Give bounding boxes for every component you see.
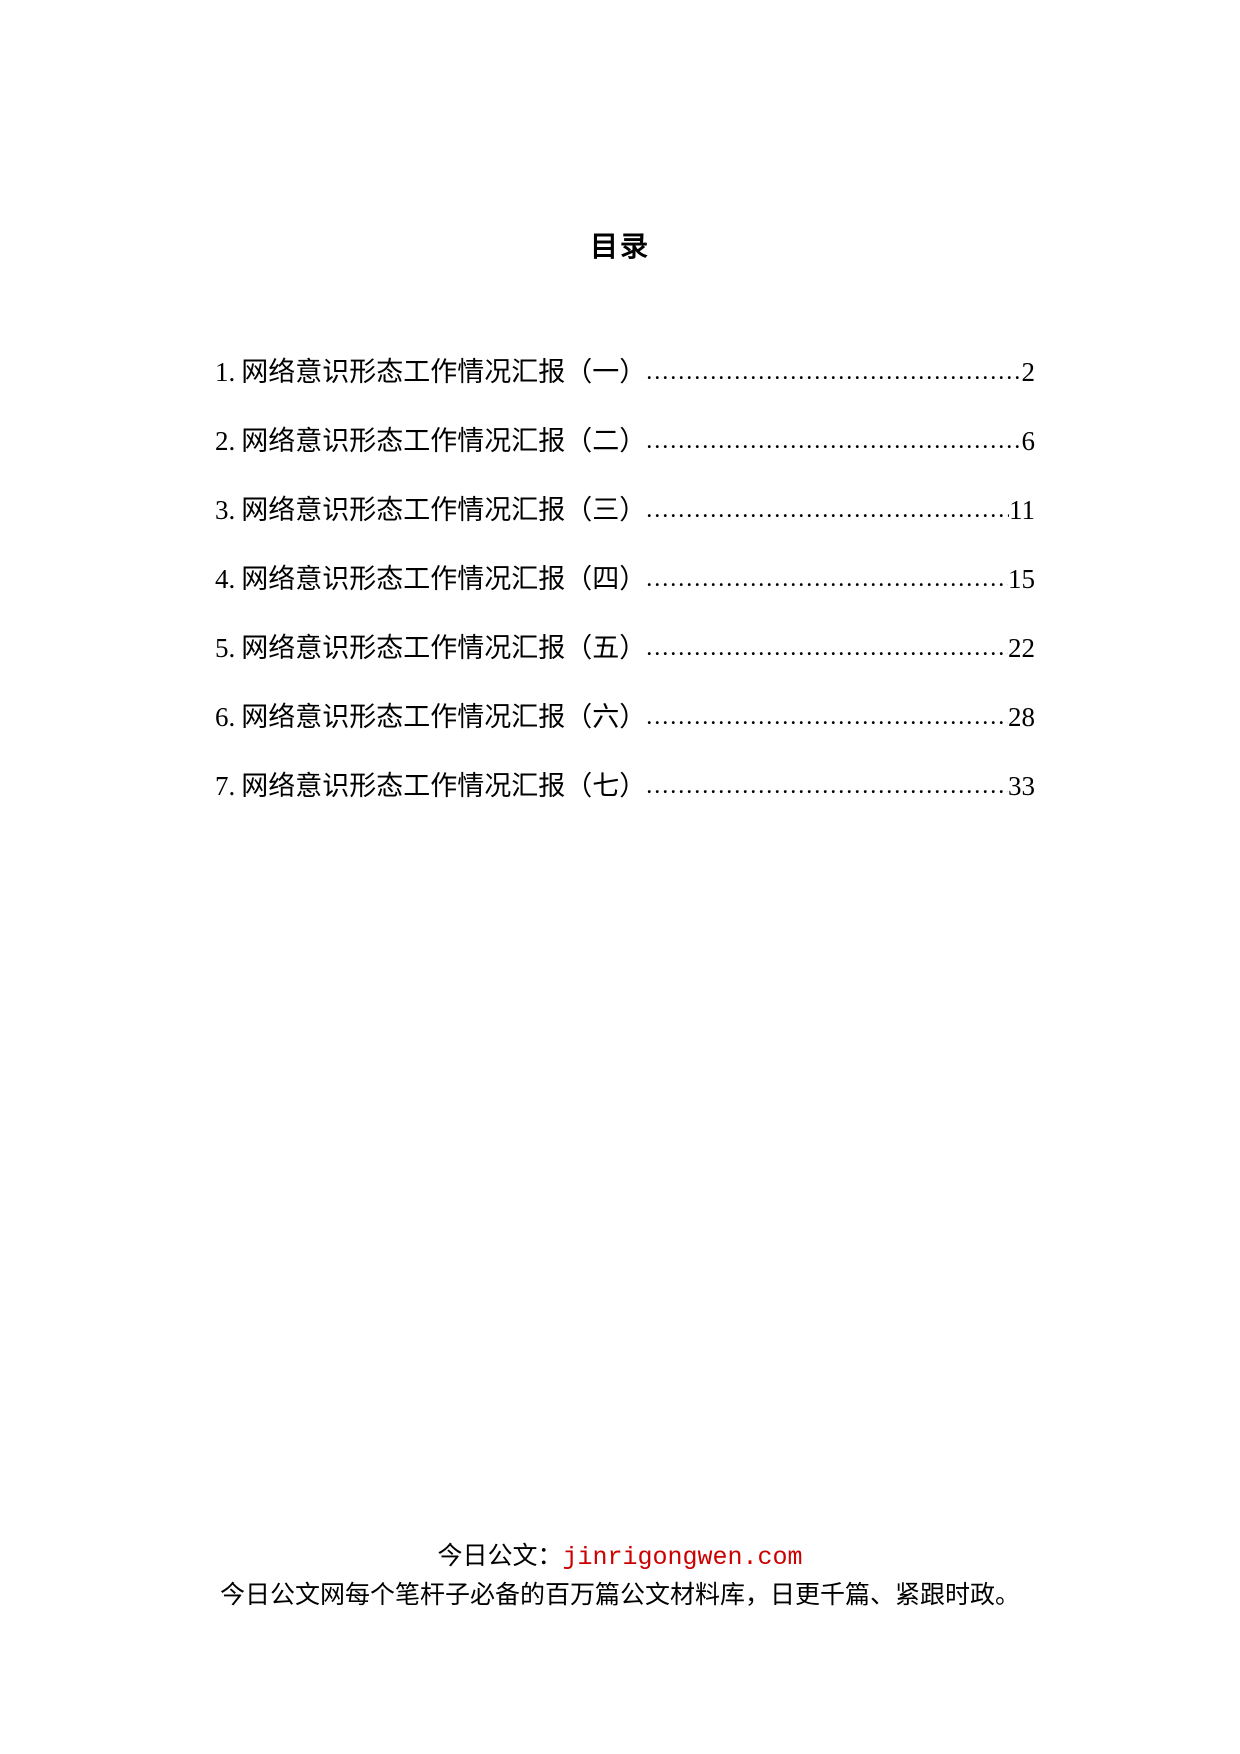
toc-label: 网络意识形态工作情况汇报（一）: [241, 350, 646, 389]
toc-label: 网络意识形态工作情况汇报（三）: [241, 488, 646, 527]
toc-dots: [646, 635, 1008, 662]
toc-page: 6: [1022, 426, 1036, 457]
toc-dots: [646, 497, 1009, 524]
toc-entry: 3. 网络意识形态工作情况汇报（三） 11: [215, 488, 1035, 527]
toc-number: 1.: [215, 357, 235, 388]
toc-entry: 1. 网络意识形态工作情况汇报（一） 2: [215, 350, 1035, 389]
footer-line-1: 今日公文：jinrigongwen.com: [0, 1538, 1240, 1577]
toc-entry: 4. 网络意识形态工作情况汇报（四） 15: [215, 557, 1035, 596]
toc-dots: [646, 566, 1008, 593]
footer-link: jinrigongwen.com: [562, 1543, 802, 1572]
toc-number: 6.: [215, 702, 235, 733]
toc-dots: [646, 773, 1008, 800]
toc-number: 4.: [215, 564, 235, 595]
toc-label: 网络意识形态工作情况汇报（四）: [241, 557, 646, 596]
toc-label: 网络意识形态工作情况汇报（二）: [241, 419, 646, 458]
toc-number: 2.: [215, 426, 235, 457]
toc-number: 3.: [215, 495, 235, 526]
toc-label: 网络意识形态工作情况汇报（七）: [241, 764, 646, 803]
toc-label: 网络意识形态工作情况汇报（六）: [241, 695, 646, 734]
toc-page: 22: [1008, 633, 1035, 664]
toc-label: 网络意识形态工作情况汇报（五）: [241, 626, 646, 665]
toc-number: 5.: [215, 633, 235, 664]
toc-dots: [646, 704, 1008, 731]
page-title: 目录: [0, 0, 1240, 265]
toc-number: 7.: [215, 771, 235, 802]
toc-entry: 2. 网络意识形态工作情况汇报（二） 6: [215, 419, 1035, 458]
page-footer: 今日公文：jinrigongwen.com 今日公文网每个笔杆子必备的百万篇公文…: [0, 1538, 1240, 1614]
toc-entry: 6. 网络意识形态工作情况汇报（六） 28: [215, 695, 1035, 734]
toc-page: 11: [1009, 495, 1035, 526]
footer-prefix: 今日公文：: [437, 1543, 562, 1570]
toc-container: 1. 网络意识形态工作情况汇报（一） 2 2. 网络意识形态工作情况汇报（二） …: [0, 350, 1240, 803]
toc-page: 33: [1008, 771, 1035, 802]
toc-page: 28: [1008, 702, 1035, 733]
footer-line-2: 今日公文网每个笔杆子必备的百万篇公文材料库，日更千篇、紧跟时政。: [0, 1577, 1240, 1615]
toc-page: 2: [1022, 357, 1036, 388]
toc-entry: 5. 网络意识形态工作情况汇报（五） 22: [215, 626, 1035, 665]
toc-dots: [646, 359, 1021, 386]
toc-page: 15: [1008, 564, 1035, 595]
toc-entry: 7. 网络意识形态工作情况汇报（七） 33: [215, 764, 1035, 803]
toc-dots: [646, 428, 1021, 455]
